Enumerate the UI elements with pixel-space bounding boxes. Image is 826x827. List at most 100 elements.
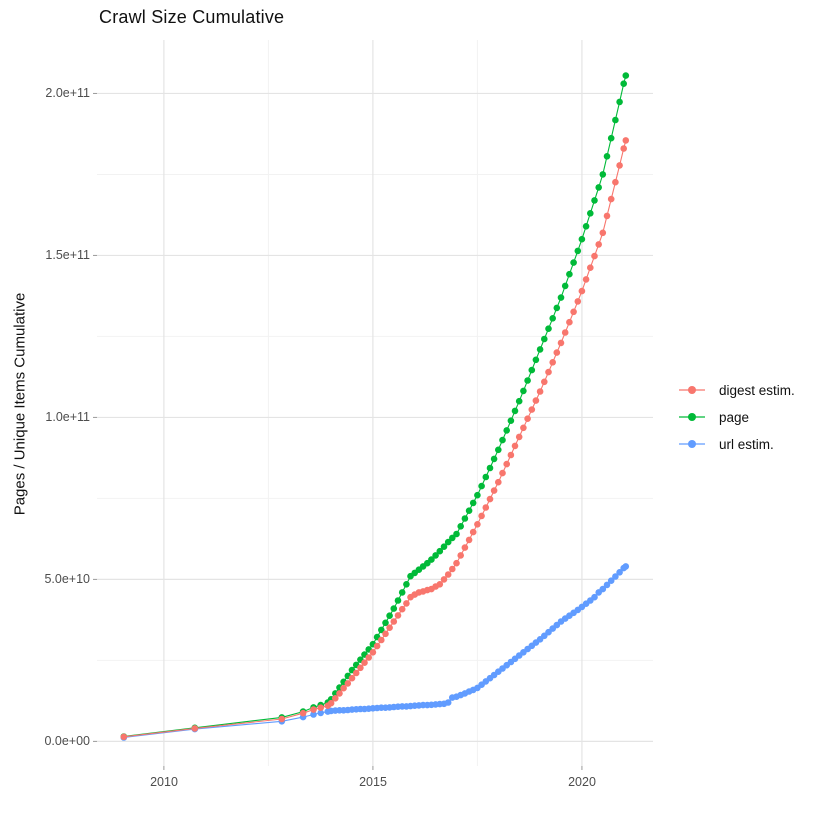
series-point-page [382, 619, 389, 627]
series-point-page [478, 482, 485, 490]
series-point-digest-estim [566, 318, 573, 326]
series-point-url-estim [612, 573, 619, 580]
series-point-digest-estim [587, 264, 594, 272]
series-point-digest-estim [317, 704, 325, 711]
series-point-digest-estim [465, 536, 473, 544]
series-point-digest-estim [378, 636, 385, 644]
series-point-digest-estim [344, 680, 352, 687]
series-point-url-estim [317, 709, 325, 717]
series-point-page [449, 534, 456, 542]
series-point-page [524, 377, 531, 384]
series-point-digest-estim [557, 339, 565, 347]
series-point-digest-estim [482, 504, 490, 511]
series-point-page [607, 134, 615, 142]
series-point-page [465, 507, 473, 514]
series-point-page [444, 538, 452, 546]
series-point-page [603, 153, 611, 160]
x-tick-label-2020: 2020 [568, 775, 596, 789]
series-point-digest-estim [474, 521, 481, 528]
x-tick-label-2010: 2010 [150, 775, 178, 789]
series-point-digest-estim [503, 460, 511, 468]
series-point-page [440, 543, 448, 550]
series-point-page [486, 464, 494, 472]
series-point-page [457, 523, 465, 530]
series-point-page [520, 387, 527, 395]
series-point-digest-estim [352, 669, 360, 677]
series-point-digest-estim [327, 699, 335, 707]
series-point-page [398, 589, 406, 596]
series-point-page [545, 325, 552, 333]
series-point-page [499, 436, 506, 444]
series-point-digest-estim [532, 397, 540, 404]
series-point-digest-estim [369, 649, 377, 656]
series-point-digest-estim [357, 664, 364, 672]
series-point-digest-estim [603, 212, 611, 220]
series-point-page [495, 446, 502, 454]
series-point-page [461, 515, 469, 522]
series-point-digest-estim [616, 162, 623, 169]
series-point-digest-estim [332, 695, 339, 702]
y-tick-label-2e11: 2.0e+11 [45, 86, 90, 100]
series-point-digest-estim [191, 725, 199, 732]
x-tick-label-2015: 2015 [359, 775, 387, 789]
series-point-digest-estim [394, 612, 402, 619]
series-point-digest-estim [478, 512, 485, 520]
y-tick-label-5e10: 5.0e+10 [44, 572, 90, 586]
series-point-digest-estim [515, 433, 523, 441]
series-point-url-estim [603, 581, 611, 589]
series-point-url-estim [599, 585, 607, 593]
series-point-page [599, 171, 607, 178]
legend-key-url-icon [679, 440, 705, 448]
series-point-page [622, 72, 630, 79]
series-point-digest-estim [612, 178, 619, 186]
series-point-digest-estim [382, 630, 389, 638]
y-tick-label-0: 0.0e+00 [44, 734, 90, 748]
series-point-digest-estim [444, 571, 452, 578]
legend-label-digest: digest estim. [719, 382, 795, 398]
legend-key-digest-icon [679, 386, 705, 394]
series-point-url-estim [444, 699, 452, 706]
series-point-digest-estim [310, 706, 317, 713]
series-point-digest-estim [507, 451, 515, 459]
series-point-page [612, 116, 619, 124]
series-point-digest-estim [299, 709, 307, 717]
y-tick-label-1e11: 1.0e+11 [45, 410, 90, 424]
series-point-page [566, 270, 573, 278]
series-point-digest-estim [620, 145, 627, 152]
series-point-page [595, 184, 602, 191]
series-point-digest-estim [545, 368, 552, 376]
series-point-url-estim [622, 563, 630, 570]
series-point-digest-estim [511, 442, 519, 450]
series-point-digest-estim [278, 715, 286, 723]
series-point-page [453, 530, 460, 538]
series-point-digest-estim [373, 642, 381, 650]
series-point-page [432, 552, 439, 559]
panel-background [97, 40, 653, 766]
series-point-digest-estim [561, 329, 569, 336]
series-point-digest-estim [582, 276, 590, 283]
series-point-digest-estim [490, 487, 498, 494]
series-point-page [507, 417, 515, 425]
series-point-page [394, 597, 402, 604]
series-point-page [515, 397, 523, 405]
series-point-digest-estim [536, 388, 544, 395]
series-point-page [469, 499, 477, 507]
series-point-digest-estim [120, 733, 128, 741]
legend-label-url: url estim. [719, 436, 774, 452]
legend-item-digest: digest estim. [678, 381, 795, 399]
series-point-page [528, 366, 536, 374]
series-point-digest-estim [398, 605, 406, 613]
series-point-digest-estim [457, 552, 465, 559]
series-point-digest-estim [528, 406, 536, 413]
series-point-digest-estim [570, 308, 577, 316]
series-point-page [561, 282, 569, 290]
series-point-digest-estim [574, 298, 582, 305]
series-point-digest-estim [541, 378, 548, 386]
series-point-digest-estim [436, 581, 444, 588]
series-point-page [536, 346, 544, 353]
series-point-page [490, 455, 498, 463]
series-point-digest-estim [599, 229, 607, 237]
series-point-page [428, 556, 435, 563]
series-point-digest-estim [440, 576, 448, 583]
